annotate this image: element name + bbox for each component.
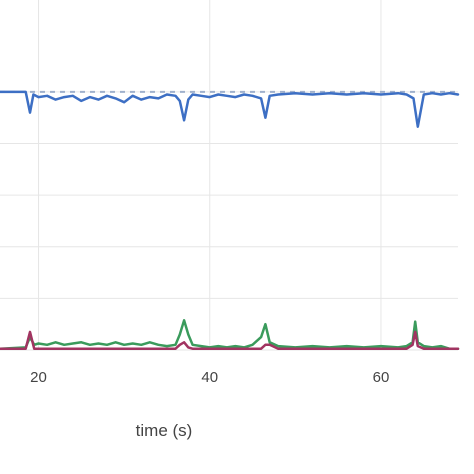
grid — [0, 0, 458, 351]
x-axis-title: time (s) — [136, 421, 193, 440]
x-tick-label: 20 — [30, 369, 47, 386]
series-line-green — [0, 319, 460, 350]
series-line-magenta — [0, 330, 460, 350]
series-layer — [0, 90, 460, 350]
x-tick-label: 60 — [373, 369, 390, 386]
series-line-blue — [0, 90, 460, 128]
x-tick-label: 40 — [201, 369, 218, 386]
x-tick-labels: 20 40 60 — [30, 369, 389, 386]
